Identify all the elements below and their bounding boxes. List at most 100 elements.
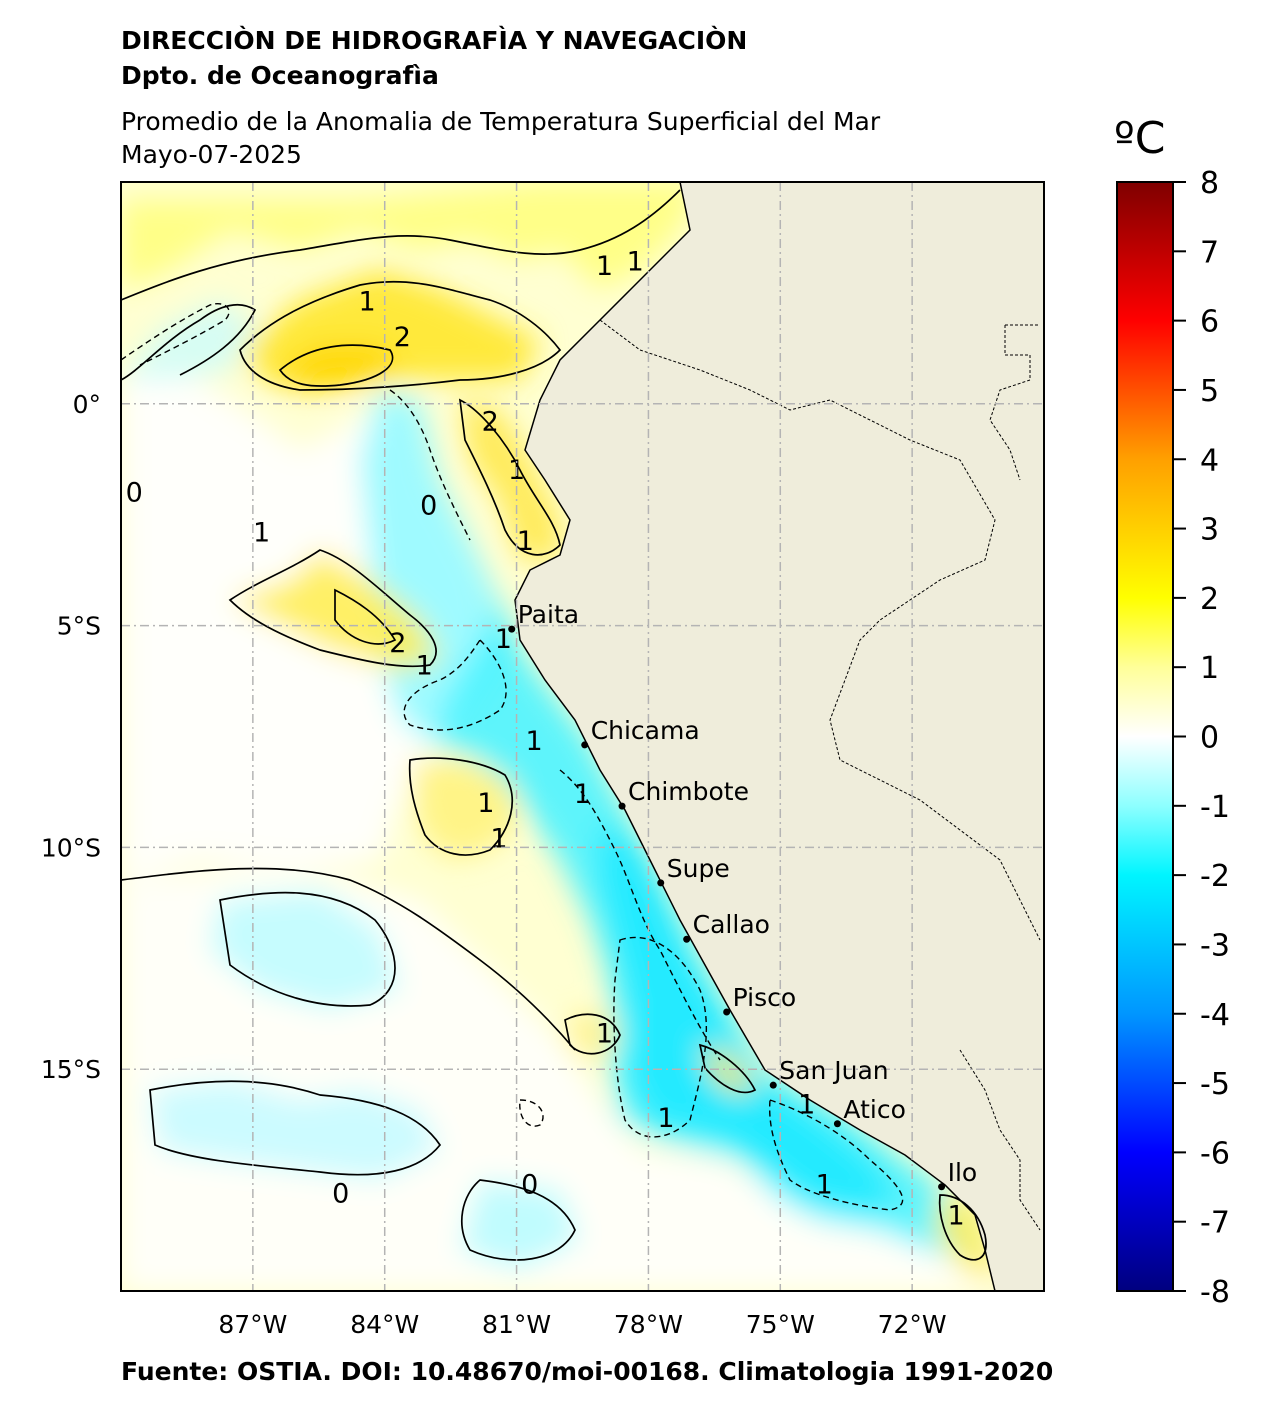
border-colombia-brazil bbox=[989, 324, 1040, 481]
contour-0 bbox=[121, 303, 257, 381]
longitude-ticks: 87°W 84°W 81°W 78°W 75°W 72°W bbox=[218, 1310, 946, 1339]
contour-label: 1 bbox=[574, 779, 591, 810]
lon-tick-label: 84°W bbox=[350, 1310, 419, 1339]
port-dot bbox=[581, 741, 589, 749]
contour-label: 2 bbox=[394, 322, 411, 353]
port-label: San Juan bbox=[779, 1056, 888, 1085]
contour-label: 2 bbox=[482, 406, 499, 437]
contour-2 bbox=[278, 344, 394, 387]
contour-label: 1 bbox=[596, 1019, 613, 1050]
solid-contours bbox=[121, 189, 987, 1261]
organization-title: DIRECCIÒN DE HIDROGRAFÌA Y NAVEGACIÒN bbox=[121, 26, 748, 55]
contour-0 bbox=[149, 1080, 442, 1176]
port-label: Atico bbox=[843, 1095, 905, 1124]
graticule bbox=[121, 182, 1044, 1291]
port-label: Pisco bbox=[733, 983, 797, 1012]
warm-san-juan bbox=[700, 1045, 755, 1095]
contour-label: 1 bbox=[477, 788, 494, 819]
contour-1 bbox=[239, 280, 562, 391]
contour-1 bbox=[458, 398, 561, 556]
colorbar-tick-label: 2 bbox=[1200, 582, 1219, 617]
contour-0 bbox=[219, 891, 396, 1007]
department-title: Dpto. de Oceanografìa bbox=[121, 61, 439, 90]
colorbar-tick-label: -6 bbox=[1200, 1136, 1230, 1171]
port-label: Callao bbox=[693, 910, 770, 939]
colorbar-tick-label: 5 bbox=[1200, 374, 1219, 409]
contour-label: 1 bbox=[798, 1090, 815, 1121]
map-frame bbox=[120, 181, 1045, 1292]
colorbar-unit: ºC bbox=[1114, 113, 1166, 164]
colorbar-tick-label: 0 bbox=[1200, 721, 1219, 756]
colorbar-tick-label: 7 bbox=[1200, 235, 1219, 270]
contour-1 bbox=[698, 1043, 757, 1094]
anomaly-field bbox=[121, 182, 1000, 1291]
colorbar-tick-label: -3 bbox=[1200, 928, 1230, 963]
warm-gulf-guayaquil bbox=[460, 400, 560, 560]
cool-patch-southwest bbox=[460, 1180, 580, 1270]
contour-label: 1 bbox=[359, 287, 376, 318]
warm-offshore-14s bbox=[565, 1010, 620, 1060]
colorbar-tick-label: -8 bbox=[1200, 1275, 1230, 1310]
contour-label: 1 bbox=[526, 726, 543, 757]
contour-label: 1 bbox=[495, 624, 512, 655]
lat-tick-label: 5°S bbox=[57, 612, 101, 641]
port-label: Chicama bbox=[591, 716, 700, 745]
contour-label: 0 bbox=[332, 1178, 349, 1209]
contour-0 bbox=[461, 1179, 576, 1261]
port-label: Ilo bbox=[948, 1158, 978, 1187]
colorbar-tick-label: 6 bbox=[1200, 305, 1219, 340]
contour-1 bbox=[564, 1013, 621, 1055]
colorbar-tick-label: -1 bbox=[1200, 790, 1230, 825]
warm-offshore-9s bbox=[410, 760, 520, 860]
colorbar-tick-label: -4 bbox=[1200, 998, 1230, 1033]
contour-label: 0 bbox=[521, 1169, 538, 1200]
port-dot bbox=[723, 1008, 731, 1016]
port-label: Paita bbox=[518, 600, 579, 629]
port-dot bbox=[938, 1183, 946, 1191]
lon-tick-label: 87°W bbox=[218, 1310, 287, 1339]
port-dot bbox=[769, 1081, 777, 1089]
contour-label: 0 bbox=[126, 477, 143, 508]
contour-neg1 bbox=[519, 1099, 544, 1127]
date-label: Mayo-07-2025 bbox=[121, 140, 302, 169]
port-markers: Paita Chicama Chimbote Supe Callao Pisco San J… bbox=[508, 600, 978, 1191]
contour-1 bbox=[228, 549, 437, 668]
border-peru-bolivia bbox=[959, 1049, 1041, 1231]
cool-patch-south bbox=[150, 1080, 440, 1180]
contour-label: 1 bbox=[517, 526, 534, 557]
dashed-contours bbox=[121, 303, 904, 1211]
lat-tick-label: 10°S bbox=[41, 833, 101, 862]
source-note: Fuente: OSTIA. DOI: 10.48670/moi-00168. … bbox=[121, 1357, 1054, 1386]
contour-label: 1 bbox=[416, 650, 433, 681]
colorbar-tick-label: -5 bbox=[1200, 1067, 1230, 1102]
contour-neg1 bbox=[121, 303, 230, 366]
port-label: Supe bbox=[667, 854, 730, 883]
colorbar-tick-label: 4 bbox=[1200, 443, 1219, 478]
lon-tick-label: 75°W bbox=[746, 1310, 815, 1339]
port-dot bbox=[508, 625, 516, 633]
contour-1 bbox=[408, 757, 514, 856]
cool-patch-mid bbox=[210, 890, 400, 1010]
port-label: Chimbote bbox=[628, 777, 749, 806]
latitude-ticks: 0° 5°S 10°S 15°S bbox=[41, 390, 101, 1084]
colorbar-tick-label: 3 bbox=[1200, 513, 1219, 548]
coastal-cold-band bbox=[430, 600, 985, 1260]
contour-2 bbox=[334, 588, 397, 645]
contour-label: 1 bbox=[253, 517, 270, 548]
lat-tick-label: 15°S bbox=[41, 1055, 101, 1084]
port-dot bbox=[833, 1120, 841, 1128]
colorbar-tick-label: 8 bbox=[1200, 166, 1219, 201]
contour-label: 1 bbox=[948, 1200, 965, 1231]
contour-label: 1 bbox=[816, 1169, 833, 1200]
lon-tick-label: 78°W bbox=[614, 1310, 683, 1339]
contour-label: 1 bbox=[490, 823, 507, 854]
contour-1 bbox=[121, 189, 681, 301]
cool-band-north bbox=[121, 300, 260, 380]
border-ecuador-peru bbox=[599, 319, 1041, 941]
port-dot bbox=[683, 935, 691, 943]
lat-tick-label: 0° bbox=[73, 390, 101, 419]
colorbar-tick-label: -7 bbox=[1200, 1206, 1230, 1241]
